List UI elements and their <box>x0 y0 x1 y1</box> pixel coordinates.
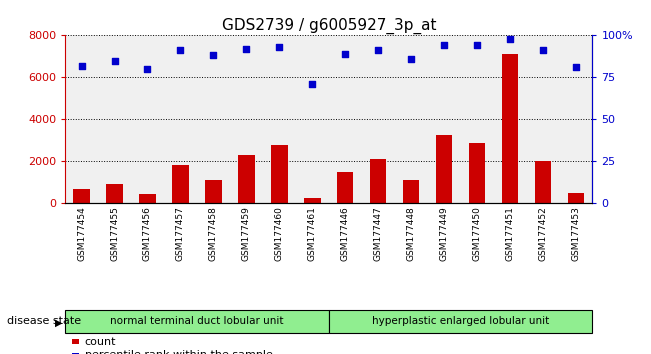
Point <box>274 44 284 50</box>
Text: GSM177453: GSM177453 <box>572 206 581 261</box>
Text: GSM177449: GSM177449 <box>439 206 449 261</box>
Text: normal terminal duct lobular unit: normal terminal duct lobular unit <box>110 316 284 326</box>
Point <box>208 53 219 58</box>
Text: GSM177452: GSM177452 <box>538 206 547 261</box>
Bar <box>74 189 90 203</box>
Text: GSM177450: GSM177450 <box>473 206 482 261</box>
Point <box>538 48 548 53</box>
Bar <box>337 172 353 203</box>
Text: GSM177451: GSM177451 <box>506 206 514 261</box>
Text: GSM177446: GSM177446 <box>340 206 350 261</box>
Bar <box>173 165 189 203</box>
Bar <box>370 159 387 203</box>
Point <box>472 42 482 48</box>
Text: GSM177457: GSM177457 <box>176 206 185 261</box>
Point <box>340 51 350 57</box>
Bar <box>271 145 288 203</box>
Text: GSM177460: GSM177460 <box>275 206 284 261</box>
Point <box>307 81 318 87</box>
Point <box>373 48 383 53</box>
Text: percentile rank within the sample: percentile rank within the sample <box>85 350 273 354</box>
Text: GSM177455: GSM177455 <box>110 206 119 261</box>
Text: ▶: ▶ <box>55 318 63 328</box>
Bar <box>304 198 320 203</box>
Point <box>76 63 87 68</box>
Text: count: count <box>85 337 116 347</box>
Bar <box>568 193 584 203</box>
Point <box>505 36 515 41</box>
Text: GSM177448: GSM177448 <box>407 206 415 261</box>
Text: disease state: disease state <box>7 316 81 326</box>
Bar <box>106 184 123 203</box>
Bar <box>403 180 419 203</box>
Bar <box>469 143 485 203</box>
Bar <box>436 135 452 203</box>
Point <box>143 66 153 72</box>
Title: GDS2739 / g6005927_3p_at: GDS2739 / g6005927_3p_at <box>221 18 436 34</box>
Text: GSM177458: GSM177458 <box>209 206 218 261</box>
Text: GSM177456: GSM177456 <box>143 206 152 261</box>
Point <box>175 48 186 53</box>
Bar <box>139 194 156 203</box>
Bar <box>502 54 518 203</box>
Text: hyperplastic enlarged lobular unit: hyperplastic enlarged lobular unit <box>372 316 549 326</box>
Point <box>241 46 251 52</box>
Bar <box>205 180 221 203</box>
Bar <box>238 155 255 203</box>
Text: GSM177461: GSM177461 <box>308 206 317 261</box>
Point <box>406 56 417 62</box>
Text: GSM177447: GSM177447 <box>374 206 383 261</box>
Text: GSM177454: GSM177454 <box>77 206 86 261</box>
Point <box>439 42 449 48</box>
Text: GSM177459: GSM177459 <box>242 206 251 261</box>
Bar <box>534 161 551 203</box>
Point <box>571 64 581 70</box>
Point <box>109 58 120 63</box>
